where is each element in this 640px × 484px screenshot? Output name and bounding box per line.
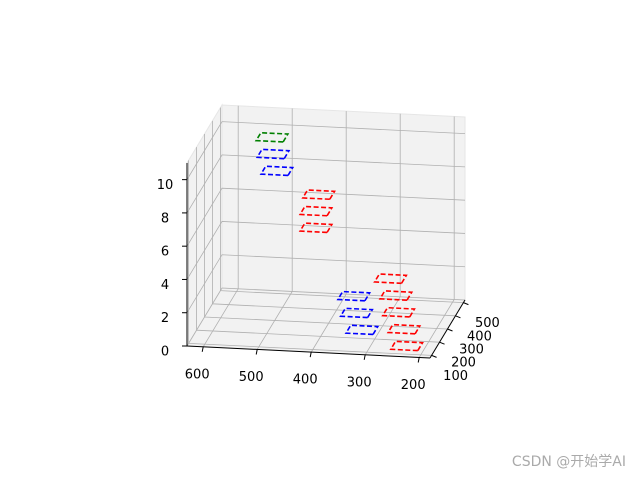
rect-outline: [301, 189, 336, 201]
rect-outline: [298, 205, 334, 217]
grid-line: [186, 221, 466, 280]
rect-outline: [336, 290, 372, 302]
rect-outline: [378, 290, 414, 301]
x-tick: [417, 357, 420, 363]
x-tick-label: 200: [401, 378, 426, 393]
z-tick-label: 2: [161, 311, 169, 326]
rect-outline: [344, 324, 380, 336]
x-tick-label: 400: [293, 373, 318, 388]
x-tick-label: 300: [347, 375, 372, 390]
x-tick: [201, 346, 204, 352]
x-tick-label: 500: [239, 370, 264, 385]
z-tick-label: 10: [157, 178, 174, 193]
grid-line: [186, 154, 466, 214]
grid-line: [186, 254, 466, 313]
x-tick-label: 600: [185, 367, 210, 382]
y-tick: [463, 302, 469, 306]
y-axis: [429, 299, 466, 359]
rect-outline: [339, 307, 374, 319]
rect-outline: [373, 273, 408, 285]
grid-line: [186, 121, 466, 180]
rect-outline: [386, 323, 422, 335]
watermark: CSDN @开始学AI: [512, 454, 626, 470]
x-tick: [255, 349, 258, 355]
y-tick: [455, 315, 461, 319]
back-pane: [221, 104, 466, 301]
y-tick-label: 200: [451, 356, 476, 371]
grid-line: [186, 287, 466, 347]
z-tick-label: 0: [161, 345, 169, 360]
y-tick-label: 400: [467, 329, 492, 344]
rect-outline: [381, 306, 416, 318]
rect-outline: [259, 165, 295, 177]
y-tick-label: 300: [459, 343, 484, 358]
rect-outline: [255, 148, 291, 160]
rect-outline: [389, 340, 424, 352]
y-tick: [431, 354, 437, 358]
x-tick: [309, 352, 312, 358]
y-tick-label: 100: [443, 369, 468, 384]
z-tick-label: 8: [161, 211, 169, 226]
rect-outline: [254, 131, 290, 143]
x-axis: [186, 345, 431, 359]
z-tick-label: 4: [161, 278, 169, 293]
x-tick: [363, 354, 366, 360]
z-tick-label: 6: [161, 245, 169, 260]
y-tick: [447, 328, 453, 332]
y-tick: [439, 341, 445, 345]
rect-outline: [298, 222, 334, 234]
grid-line: [186, 187, 466, 247]
y-tick-label: 500: [475, 316, 500, 331]
